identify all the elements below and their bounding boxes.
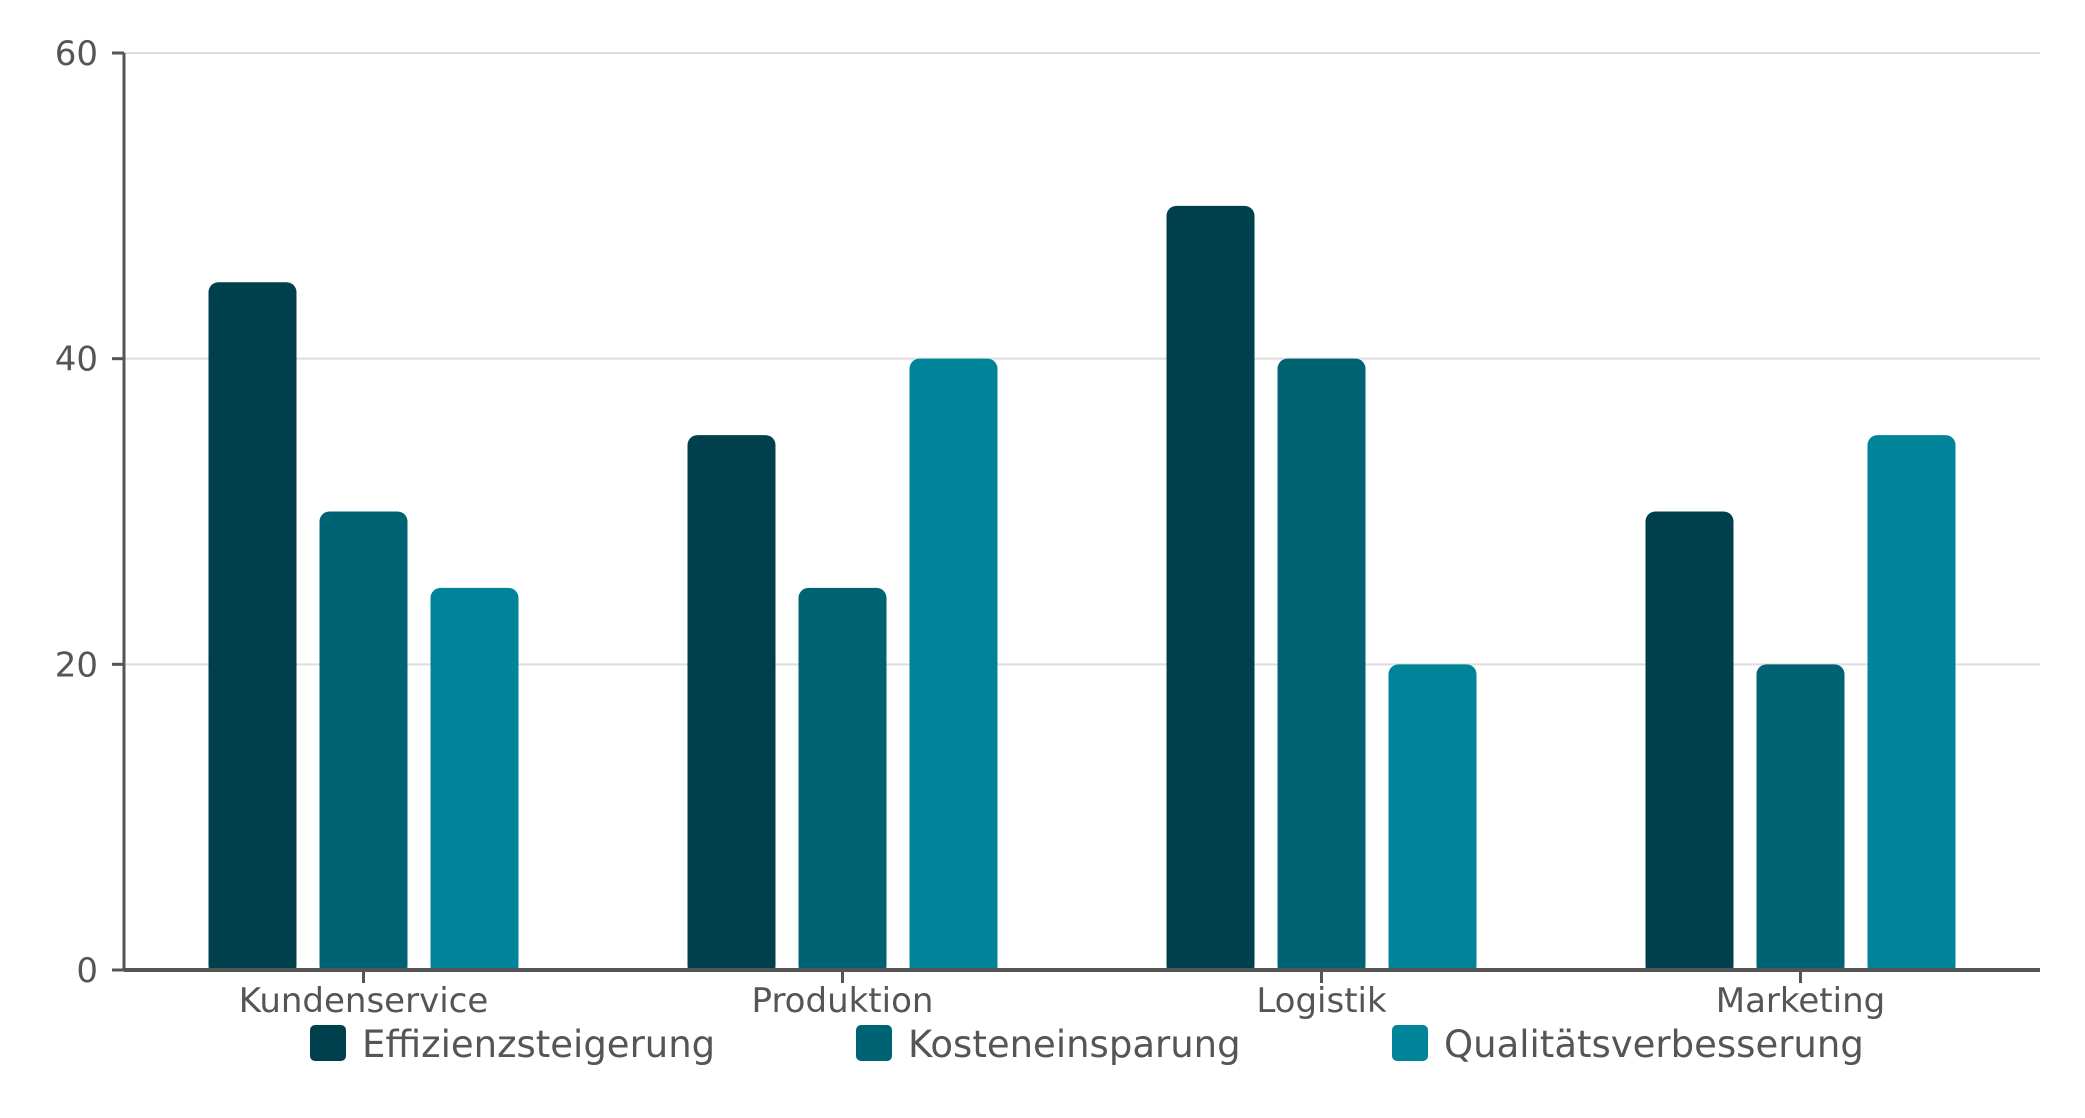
bar-logistik-0 [1166,205,1255,977]
legend-swatch [1392,1025,1428,1061]
legend: Effizienzsteigerung Kosteneinsparung Quali… [310,1023,1864,1066]
bar-produktion-2 [909,358,998,977]
bar-logistik-2 [1388,664,1477,976]
y-tick-label: 20 [55,645,98,685]
y-tick-label: 60 [55,34,98,74]
x-tick-label: Kundenservice [239,981,489,1021]
bar-marketing-2 [1867,435,1956,976]
bar-produktion-0 [687,435,776,976]
legend-label: Effizienzsteigerung [362,1023,715,1066]
x-tick-label: Produktion [752,981,934,1021]
y-tick-label: 40 [55,340,98,380]
bar-kundenservice-0 [208,282,297,976]
legend-label: Qualitätsverbesserung [1444,1023,1864,1066]
legend-swatch [310,1025,346,1061]
axis-mask [126,971,2042,979]
bar-group [126,205,2042,979]
y-tick-label: 0 [76,951,98,991]
bar-marketing-0 [1645,511,1734,976]
axes [112,51,2040,983]
legend-swatch [856,1025,892,1061]
bar-produktion-1 [798,587,887,976]
bar-kundenservice-1 [319,511,408,976]
grid-lines [124,52,2040,666]
legend-label: Kosteneinsparung [908,1023,1241,1066]
x-tick-label: Logistik [1256,981,1387,1021]
bar-logistik-1 [1277,358,1366,977]
bar-kundenservice-2 [430,587,519,976]
bar-marketing-1 [1756,664,1845,976]
x-tick-label: Marketing [1716,981,1885,1021]
tick-labels: 0 20 40 60 Kundenservice Produktion Logistik Ma… [55,34,1885,1021]
